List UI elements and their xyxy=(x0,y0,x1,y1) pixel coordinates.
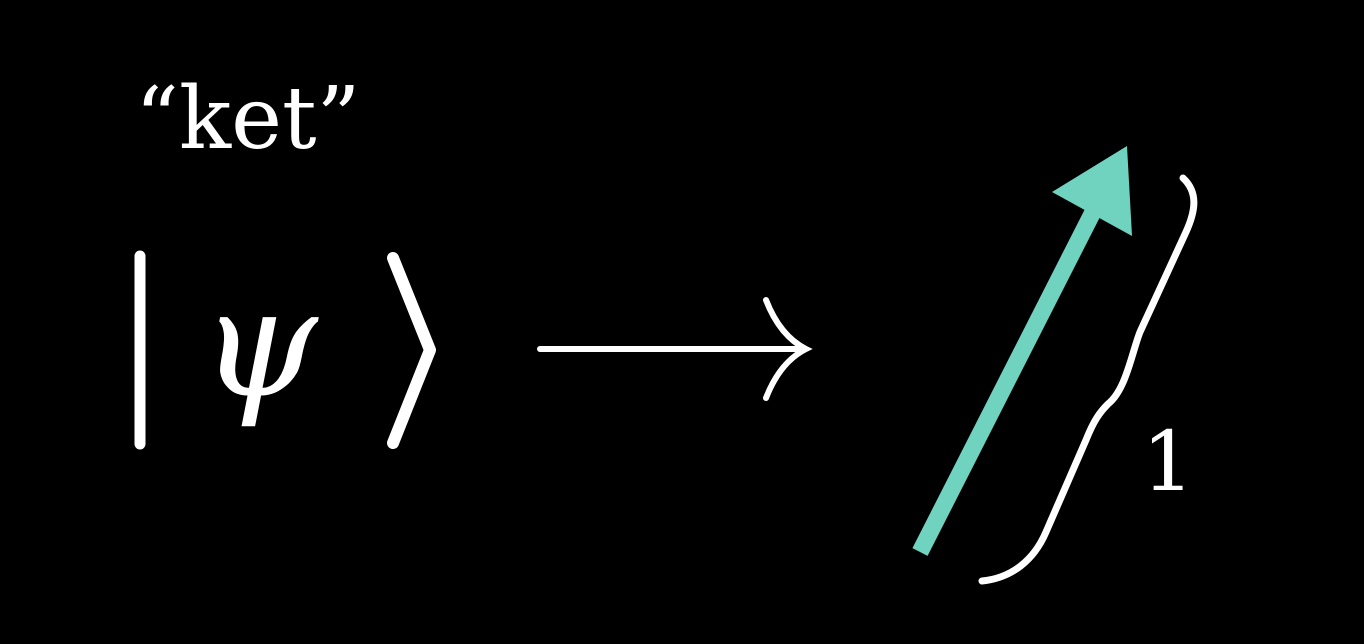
length-brace xyxy=(978,174,1198,585)
maps-to-arrow xyxy=(537,297,813,401)
vector-shaft xyxy=(912,206,1102,556)
vector-arrowhead xyxy=(1052,146,1132,236)
unit-vector xyxy=(912,146,1132,556)
ket-right-angle xyxy=(387,252,436,449)
length-label: 1 xyxy=(1142,415,1194,510)
ket-psi-symbol: ψ xyxy=(200,257,319,431)
arrow-head xyxy=(763,297,813,401)
caption-ket: “ket” xyxy=(135,69,361,169)
ket-notation: ψ xyxy=(134,250,436,450)
